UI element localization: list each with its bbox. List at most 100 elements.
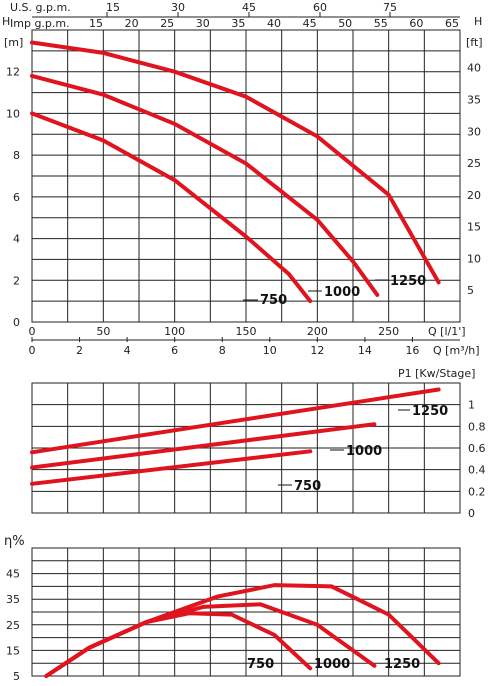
head-m-tick-label: 0 <box>13 316 20 329</box>
power-curve-1250 <box>30 387 441 455</box>
flow-m3h-ticks: 0 2 4 6 8 10 12 14 16 <box>29 337 460 357</box>
imp-gpm-tick-label: 20 <box>125 17 139 30</box>
flow-lpm-ticks: 0 50 100 150 200 250 <box>29 325 400 338</box>
head-curve-750 <box>30 111 313 304</box>
power-label-750: 750 <box>294 479 321 494</box>
head-ft-tick-label: 30 <box>467 125 481 138</box>
us-gpm-tick-label: 75 <box>383 1 397 14</box>
head-ft-tick-label: 5 <box>467 284 474 297</box>
head-ft-tick-label: 15 <box>467 221 481 234</box>
us-gpm-label: U.S. g.p.m. <box>10 1 71 14</box>
head-m-tick-label: 4 <box>13 233 20 246</box>
flow-m3h-label: Q [m³/h] <box>433 344 480 357</box>
flow-m3h-tick-label: 6 <box>171 344 178 357</box>
head-m-tick-label: 6 <box>13 191 20 204</box>
power-tick-label: 0.6 <box>468 442 486 455</box>
head-curve-1000 <box>30 73 380 297</box>
power-panel: P1 [Kw/Stage] 0 0.2 0.4 0.6 0.8 1 750 1000 12… <box>30 367 486 520</box>
power-tick-label: 1 <box>468 399 475 412</box>
us-gpm-tick-label: 15 <box>106 1 120 14</box>
power-curve-750 <box>30 449 313 486</box>
head-ft-ticks: 5 10 15 20 25 30 35 40 <box>467 62 481 298</box>
us-gpm-ticks: 15 30 45 60 75 <box>32 1 460 18</box>
power-grid <box>31 382 461 514</box>
efficiency-panel: η% 5 15 25 35 45 750 1000 1250 <box>4 534 461 683</box>
head-curve-1250 <box>30 40 441 285</box>
imp-gpm-tick-label: 55 <box>374 17 388 30</box>
head-m-tick-label: 8 <box>13 149 20 162</box>
us-gpm-tick-label: 60 <box>313 1 327 14</box>
head-label-750: 750 <box>260 293 287 308</box>
head-ft-tick-label: 25 <box>467 157 481 170</box>
efficiency-ticks: 5 15 25 35 45 <box>6 568 20 683</box>
efficiency-tick-label: 45 <box>6 568 20 581</box>
eff-label-750: 750 <box>247 657 274 672</box>
efficiency-tick-label: 15 <box>6 644 20 657</box>
flow-lpm-tick-label: 0 <box>29 325 36 338</box>
imp-gpm-tick-label: 40 <box>267 17 281 30</box>
flow-lpm-tick-label: 150 <box>236 325 257 338</box>
power-ticks: 0 0.2 0.4 0.6 0.8 1 <box>468 399 486 520</box>
efficiency-curve-1250 <box>44 583 441 678</box>
head-m-unit: [m] <box>4 36 23 49</box>
head-m-tick-label: 10 <box>6 107 20 120</box>
us-gpm-tick-label: 30 <box>171 1 185 14</box>
power-curves <box>30 387 441 486</box>
imp-gpm-tick-label: 50 <box>338 17 352 30</box>
efficiency-axis-label: η% <box>4 534 25 549</box>
imp-gpm-tick-label: 15 <box>89 17 103 30</box>
flow-m3h-tick-label: 8 <box>219 344 226 357</box>
head-h-right-symbol: H <box>474 15 482 28</box>
efficiency-tick-label: 35 <box>6 593 20 606</box>
eff-label-1000: 1000 <box>314 657 350 672</box>
flow-m3h-tick-label: 0 <box>29 344 36 357</box>
head-m-ticks: 0 2 4 6 8 10 12 <box>6 66 20 329</box>
efficiency-tick-label: 5 <box>13 670 20 683</box>
flow-lpm-tick-label: 250 <box>378 325 399 338</box>
imp-gpm-tick-label: 35 <box>231 17 245 30</box>
flow-lpm-label: Q [l/1'] <box>428 325 466 338</box>
power-curve-1000 <box>30 422 377 470</box>
efficiency-tick-label: 25 <box>6 619 20 632</box>
head-label-1250: 1250 <box>390 274 426 289</box>
efficiency-curves <box>44 583 441 678</box>
power-tick-label: 0.8 <box>468 420 486 433</box>
imp-gpm-ticks: 15 20 25 30 35 40 45 50 55 60 65 <box>89 17 459 30</box>
power-label-1250: 1250 <box>412 404 448 419</box>
flow-lpm-tick-label: 50 <box>96 325 110 338</box>
head-m-tick-label: 2 <box>13 274 20 287</box>
power-tick-label: 0.2 <box>468 485 486 498</box>
head-ft-tick-label: 40 <box>467 62 481 75</box>
head-label-1000: 1000 <box>324 285 360 300</box>
imp-gpm-tick-label: 60 <box>409 17 423 30</box>
head-ft-tick-label: 10 <box>467 252 481 265</box>
power-axis-label: P1 [Kw/Stage] <box>398 367 475 380</box>
flow-m3h-tick-label: 16 <box>405 344 419 357</box>
head-h-left-symbol: H <box>2 15 10 28</box>
head-m-tick-label: 12 <box>6 66 20 79</box>
imp-gpm-tick-label: 65 <box>445 17 459 30</box>
efficiency-grid <box>31 547 461 677</box>
head-ft-tick-label: 20 <box>467 189 481 202</box>
flow-m3h-tick-label: 14 <box>358 344 372 357</box>
imp-gpm-label: Imp g.p.m. <box>10 17 70 30</box>
power-label-1000: 1000 <box>346 444 382 459</box>
flow-m3h-tick-label: 12 <box>310 344 324 357</box>
power-tick-label: 0.4 <box>468 464 486 477</box>
head-ft-tick-label: 35 <box>467 93 481 106</box>
eff-label-1250: 1250 <box>384 657 420 672</box>
imp-gpm-tick-label: 25 <box>160 17 174 30</box>
head-grid <box>31 29 461 323</box>
head-panel: U.S. g.p.m. Imp g.p.m. 15 30 45 60 75 15 20 25… <box>2 1 483 357</box>
imp-gpm-tick-label: 45 <box>303 17 317 30</box>
flow-m3h-tick-label: 2 <box>76 344 83 357</box>
imp-gpm-tick-label: 30 <box>196 17 210 30</box>
us-gpm-tick-label: 45 <box>242 1 256 14</box>
head-ft-unit: [ft] <box>466 36 483 49</box>
flow-lpm-tick-label: 200 <box>307 325 328 338</box>
flow-lpm-tick-label: 100 <box>164 325 185 338</box>
flow-m3h-tick-label: 10 <box>263 344 277 357</box>
flow-m3h-tick-label: 4 <box>124 344 131 357</box>
power-tick-label: 0 <box>468 507 475 520</box>
